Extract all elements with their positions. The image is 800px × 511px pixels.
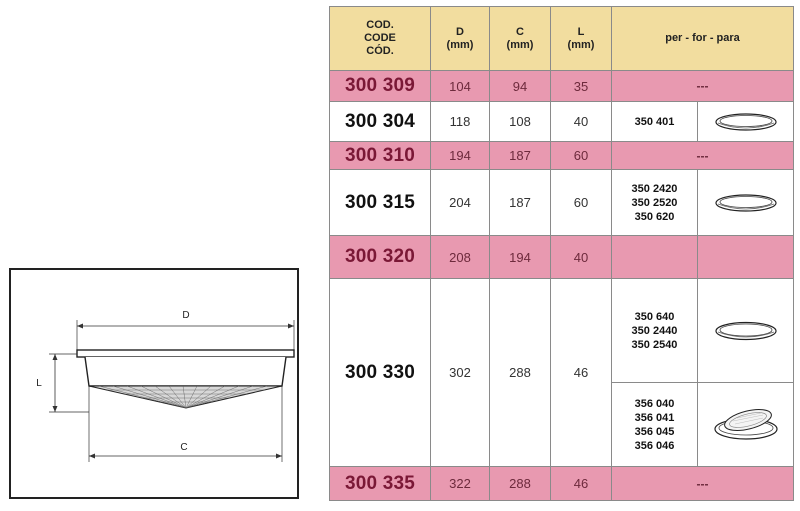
compatible-refs: 350 401 — [611, 101, 698, 142]
l-value: 46 — [550, 466, 612, 501]
product-code: 300 304 — [329, 101, 431, 142]
table-row: 300 320 208 194 40 — [329, 235, 795, 279]
table-row: 300 315 204 187 60 350 2420 350 2520 350 6… — [329, 169, 795, 236]
clip-ring-icon — [696, 382, 795, 467]
d-header: D (mm) — [430, 6, 490, 71]
c-value: 187 — [489, 141, 551, 170]
d-value: 204 — [430, 169, 490, 236]
l-value: 46 — [550, 278, 612, 467]
table-row: 300 310 194 187 60 --- — [329, 141, 795, 170]
for-empty-cell — [611, 235, 698, 279]
d-value: 322 — [430, 466, 490, 501]
product-code: 300 315 — [329, 169, 431, 236]
table-row: 300 304 118 108 40 350 401 — [329, 101, 795, 142]
for-value: --- — [610, 70, 795, 102]
c-value: 94 — [489, 70, 551, 102]
compatible-refs: 350 640 350 2440 350 2540 — [611, 278, 698, 383]
c-value: 187 — [489, 169, 551, 236]
l-dimension-label: L — [36, 378, 42, 389]
compatible-refs: 356 040 356 041 356 045 356 046 — [611, 382, 698, 467]
compatible-refs: 350 2420 350 2520 350 620 — [611, 169, 698, 236]
table-row: 300 335 322 288 46 --- — [329, 466, 795, 501]
product-code: 300 335 — [329, 466, 431, 501]
c-value: 194 — [489, 235, 551, 279]
sieve-diagram: D L — [36, 310, 295, 462]
for-value: --- — [610, 141, 795, 170]
table-row: 300 330 302 288 46 350 640 350 2440 350 25… — [329, 278, 795, 467]
flat-ring-icon — [696, 278, 795, 383]
l-value: 60 — [550, 141, 612, 170]
product-code: 300 320 — [329, 235, 431, 279]
d-dimension-label: D — [182, 310, 189, 321]
table-header-row: COD. CODE CÓD. D (mm) C (mm) L (mm) per - for… — [329, 6, 795, 71]
c-value: 288 — [489, 278, 551, 467]
l-value: 60 — [550, 169, 612, 236]
d-value: 302 — [430, 278, 490, 467]
flat-ring-icon — [696, 101, 795, 142]
l-header: L (mm) — [550, 6, 612, 71]
table-row: 300 309 104 94 35 --- — [329, 70, 795, 102]
sieve-spec-table: COD. CODE CÓD. D (mm) C (mm) L (mm) per - for… — [329, 6, 795, 501]
product-code: 300 309 — [329, 70, 431, 102]
l-value: 40 — [550, 101, 612, 142]
d-value: 118 — [430, 101, 490, 142]
for-value: --- — [610, 466, 795, 501]
sieve-drawing: D L — [9, 268, 299, 499]
d-value: 208 — [430, 235, 490, 279]
flat-ring-icon — [696, 169, 795, 236]
d-value: 194 — [430, 141, 490, 170]
c-header: C (mm) — [489, 6, 551, 71]
product-code: 300 310 — [329, 141, 431, 170]
product-code: 300 330 — [329, 278, 431, 467]
l-value: 35 — [550, 70, 612, 102]
c-value: 288 — [489, 466, 551, 501]
c-value: 108 — [489, 101, 551, 142]
c-dimension-label: C — [180, 442, 187, 453]
l-value: 40 — [550, 235, 612, 279]
for-header: per - for - para — [610, 6, 795, 71]
code-header: COD. CODE CÓD. — [329, 6, 431, 71]
d-value: 104 — [430, 70, 490, 102]
ring-empty-cell — [696, 235, 795, 279]
table-row: 356 040 356 041 356 045 356 046 — [330, 382, 795, 467]
